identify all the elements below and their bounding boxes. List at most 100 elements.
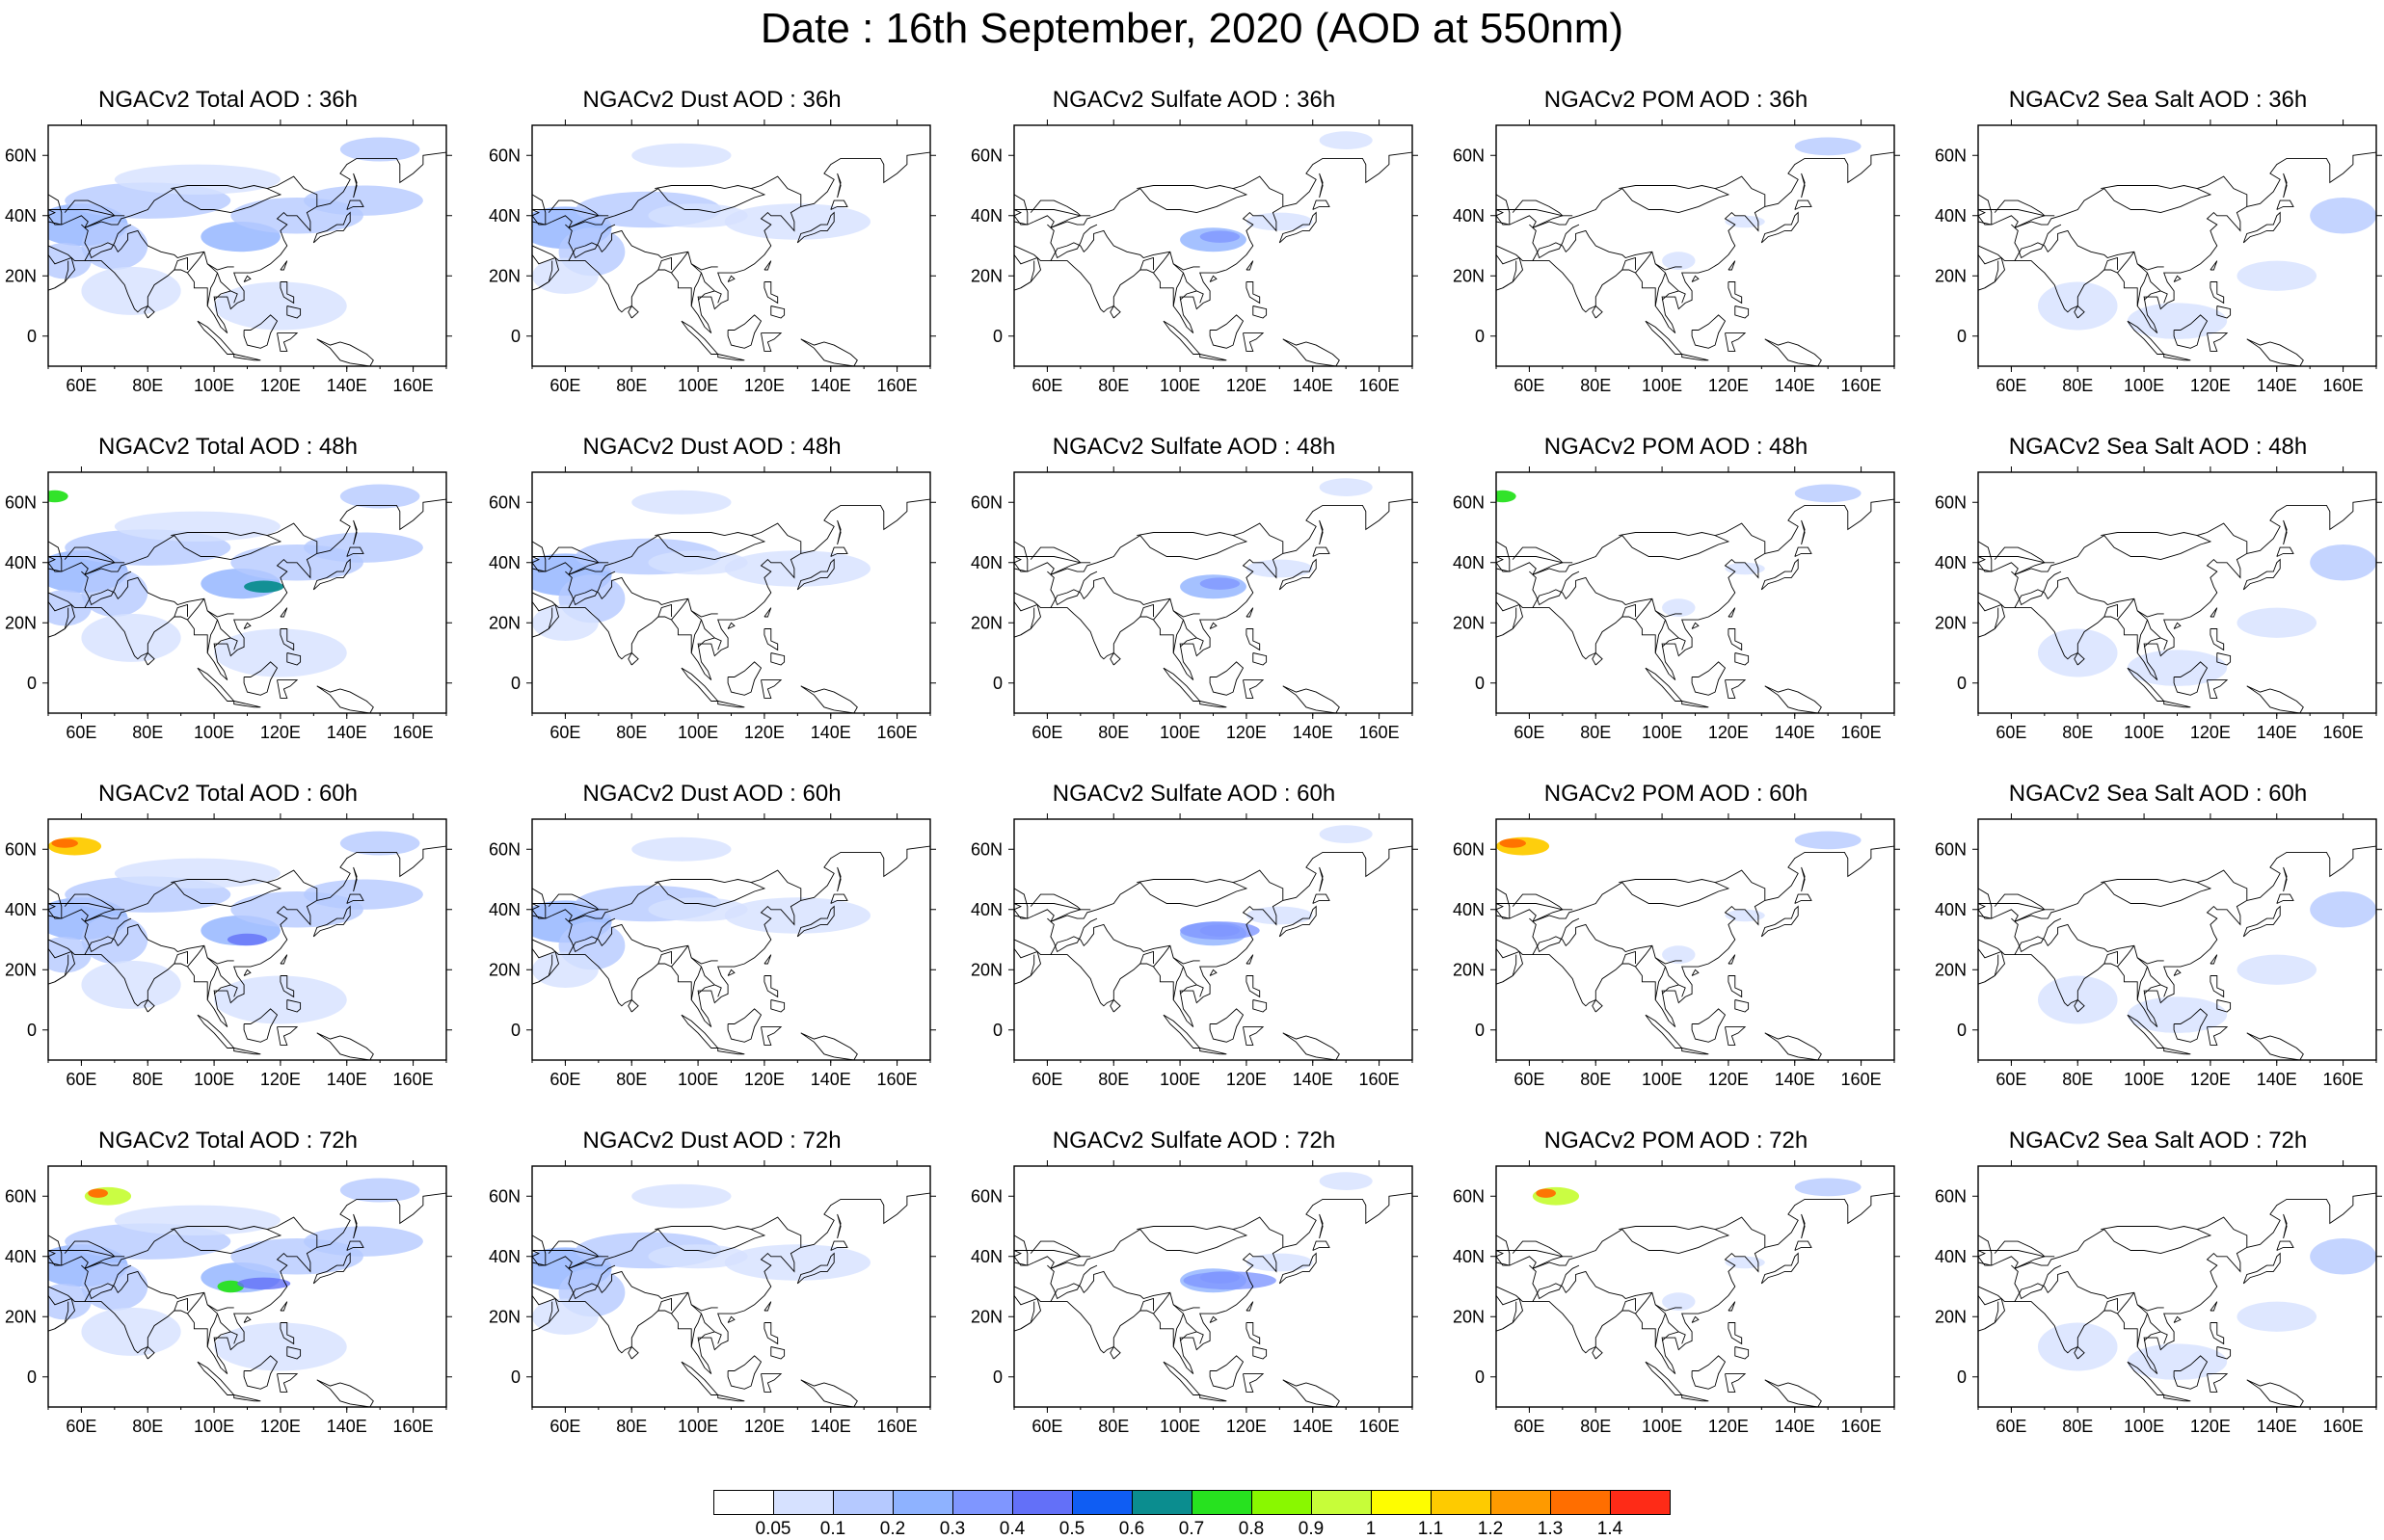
coastline: [197, 1361, 235, 1395]
panel-title: NGACv2 Dust AOD : 48h: [582, 434, 842, 460]
x-tick-label: 140E: [811, 1417, 851, 1436]
coastline: [1050, 522, 1284, 575]
map-panel: NGACv2 Sulfate AOD : 72h 60E 80E 100E 120E 14…: [966, 1126, 1422, 1468]
aod-plume: [2127, 303, 2228, 339]
coastline: [532, 903, 540, 911]
aod-plume: [631, 836, 732, 862]
coastline: [690, 1304, 703, 1347]
coastline: [1179, 984, 1197, 995]
panel-title: NGACv2 Sulfate AOD : 48h: [1052, 434, 1336, 460]
colorbar-swatch: [893, 1490, 953, 1515]
aod-field: [1978, 1192, 2376, 1407]
x-tick-label: 160E: [877, 376, 918, 395]
coastline: [1476, 1265, 1489, 1287]
coastline: [1110, 1345, 1121, 1360]
coastline: [1764, 1032, 1822, 1060]
coastline: [1621, 1297, 1636, 1312]
y-tick-label: 40N: [1935, 553, 1967, 572]
coastline: [1994, 893, 2046, 922]
x-tick-label: 140E: [1775, 376, 1815, 395]
map-canvas: 60E 80E 100E 120E 140E 160E 0 20N 40N 60N: [489, 813, 936, 1089]
aod-plume: [2310, 891, 2376, 928]
coastline: [2216, 652, 2232, 666]
coastline: [1532, 869, 1766, 922]
coastline: [1050, 1216, 1284, 1269]
coastline: [2246, 338, 2304, 366]
aod-plume: [1662, 945, 1696, 964]
aod-field: [994, 825, 1412, 1060]
coastline: [1047, 1264, 1098, 1300]
coastline: [2143, 290, 2161, 301]
x-tick-label: 140E: [2257, 1417, 2297, 1436]
y-tick-label: 20N: [971, 960, 1003, 979]
coastline: [2014, 869, 2248, 922]
coastline: [286, 999, 302, 1013]
colorbar-label: 0.7: [1178, 1519, 1205, 1539]
coastline: [1515, 1256, 1537, 1269]
coastline: [1529, 224, 1580, 259]
coastline: [1172, 263, 1185, 306]
coastline: [532, 1256, 552, 1266]
colorbar-label: 1: [1365, 1519, 1377, 1539]
coastline: [2242, 558, 2281, 591]
coastline: [1619, 879, 1716, 884]
coastline: [1978, 888, 1993, 919]
panel-title: NGACv2 POM AOD : 36h: [1543, 87, 1808, 113]
x-tick-label: 80E: [1580, 723, 1611, 742]
coastline: [1172, 957, 1185, 1000]
y-tick-label: 0: [993, 1367, 1003, 1387]
figure-title: Date : 16th September, 2020 (AOD at 550n…: [760, 5, 1624, 52]
coastline: [67, 909, 89, 922]
y-tick-label: 20N: [1935, 960, 1967, 979]
map-panel: NGACv2 POM AOD : 48h 60E 80E 100E 120E 140E 16…: [1448, 432, 1904, 774]
coastline: [1312, 546, 1330, 557]
coastline: [1496, 541, 1511, 572]
panel-title: NGACv2 Dust AOD : 36h: [582, 87, 842, 113]
y-tick-label: 40N: [489, 1247, 521, 1266]
map-panel: NGACv2 Total AOD : 48h 60E 80E 100E 120E 140E…: [0, 432, 456, 774]
map-canvas: 60E 80E 100E 120E 140E 160E 0 20N 40N 60N: [1453, 813, 1900, 1089]
coastline: [1209, 1008, 1245, 1043]
coastline: [1139, 1297, 1154, 1312]
colorbar-swatch: [1012, 1490, 1073, 1515]
coastline: [1654, 610, 1667, 653]
coastline: [1764, 338, 1822, 366]
map-canvas: 60E 80E 100E 120E 140E 160E 0 20N 40N 60N: [5, 813, 452, 1089]
colorbar-swatch: [1550, 1490, 1611, 1515]
coastline: [1252, 652, 1268, 666]
coastline: [28, 225, 41, 246]
coastline: [1592, 1345, 1603, 1360]
coastline: [277, 679, 299, 699]
coastline: [1728, 1322, 1743, 1345]
coastline: [277, 332, 299, 352]
x-tick-label: 160E: [1841, 1417, 1882, 1436]
coastline: [1661, 1331, 1679, 1341]
coastline: [2163, 1394, 2191, 1402]
coastline: [1725, 679, 1747, 699]
coastline: [548, 546, 600, 575]
coastline: [1014, 1235, 1029, 1266]
aod-plume: [81, 266, 181, 315]
coastline: [1994, 199, 2046, 228]
coastline: [532, 1235, 547, 1266]
coastline: [2173, 969, 2182, 976]
colorbar-label: 0.05: [755, 1519, 791, 1539]
coastline: [2074, 305, 2085, 319]
coastline: [994, 918, 1007, 940]
coastline: [1183, 619, 1204, 651]
coastline: [1209, 1355, 1245, 1390]
y-tick-label: 60N: [489, 839, 521, 859]
x-tick-label: 140E: [811, 1070, 851, 1089]
y-tick-label: 20N: [489, 1307, 521, 1326]
coastline: [1282, 1032, 1340, 1060]
aod-plume: [2127, 1343, 2228, 1380]
y-tick-label: 60N: [971, 146, 1003, 165]
coastline: [532, 541, 547, 572]
coastline: [1728, 628, 1743, 651]
coastline: [187, 1292, 205, 1314]
coastline: [84, 923, 234, 965]
coastline: [1654, 957, 1667, 1000]
coastline: [1532, 175, 1766, 228]
coastline: [2127, 1361, 2165, 1395]
coastline: [727, 1008, 763, 1043]
